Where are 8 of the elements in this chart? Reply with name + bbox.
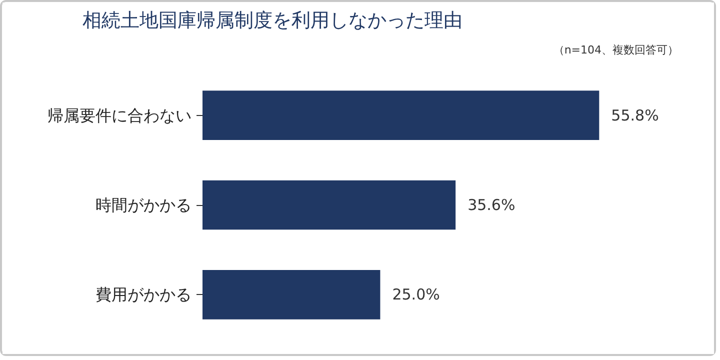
chart-title: 相続土地国庫帰属制度を利用しなかった理由 (82, 10, 462, 32)
data-label: 55.8% (611, 106, 659, 124)
data-label: 35.6% (468, 196, 516, 214)
data-label: 25.0% (392, 286, 440, 304)
y-tick-label: 帰属要件に合わない (48, 106, 192, 125)
y-tick-label: 費用がかかる (96, 285, 192, 304)
y-tick-label: 時間がかかる (96, 196, 192, 214)
chart-subtitle: （n=104、複数回答可） (553, 44, 679, 56)
